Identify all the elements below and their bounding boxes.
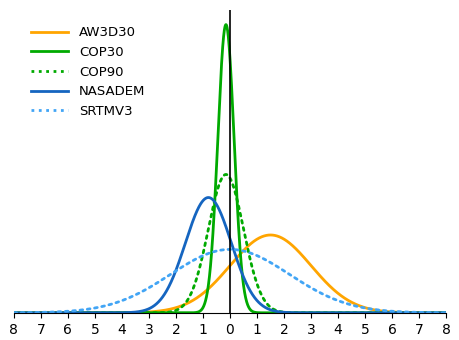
COP90 [60,311,66,315]
COP30 [195,310,201,314]
COP30 [11,311,17,315]
Line: NASADEM: NASADEM [14,198,445,313]
NASADEM [86,311,91,315]
AW3D30 [176,305,182,309]
AW3D30 [86,311,91,315]
SRTMV3 [442,311,448,315]
AW3D30 [60,311,66,315]
COP30 [388,311,393,315]
SRTMV3 [11,311,17,315]
COP90 [195,271,201,275]
COP30 [86,311,91,315]
COP30 [176,311,182,315]
NASADEM [11,311,17,315]
Line: COP90: COP90 [14,174,445,313]
COP90 [442,311,448,315]
COP90 [223,172,228,176]
AW3D30 [442,311,448,315]
SRTMV3 [60,309,66,313]
SRTMV3 [86,307,91,311]
AW3D30 [388,310,393,314]
NASADEM [434,311,440,315]
SRTMV3 [227,248,232,252]
COP30 [60,311,66,315]
COP90 [388,311,393,315]
COP90 [176,306,182,310]
AW3D30 [195,295,201,299]
Line: AW3D30: AW3D30 [14,235,445,313]
NASADEM [388,311,393,315]
AW3D30 [11,311,17,315]
SRTMV3 [195,256,201,260]
Line: SRTMV3: SRTMV3 [14,250,445,313]
COP30 [434,311,440,315]
SRTMV3 [434,311,440,315]
COP90 [11,311,17,315]
Legend: AW3D30, COP30, COP90, NASADEM, SRTMV3: AW3D30, COP30, COP90, NASADEM, SRTMV3 [25,20,151,124]
NASADEM [205,195,211,200]
NASADEM [195,206,201,210]
COP90 [434,311,440,315]
SRTMV3 [176,267,182,271]
COP30 [442,311,448,315]
COP90 [86,311,91,315]
SRTMV3 [388,309,393,313]
NASADEM [176,258,182,262]
Line: COP30: COP30 [14,24,445,313]
AW3D30 [434,311,440,315]
COP30 [223,22,228,27]
AW3D30 [267,233,273,237]
NASADEM [442,311,448,315]
NASADEM [60,311,66,315]
